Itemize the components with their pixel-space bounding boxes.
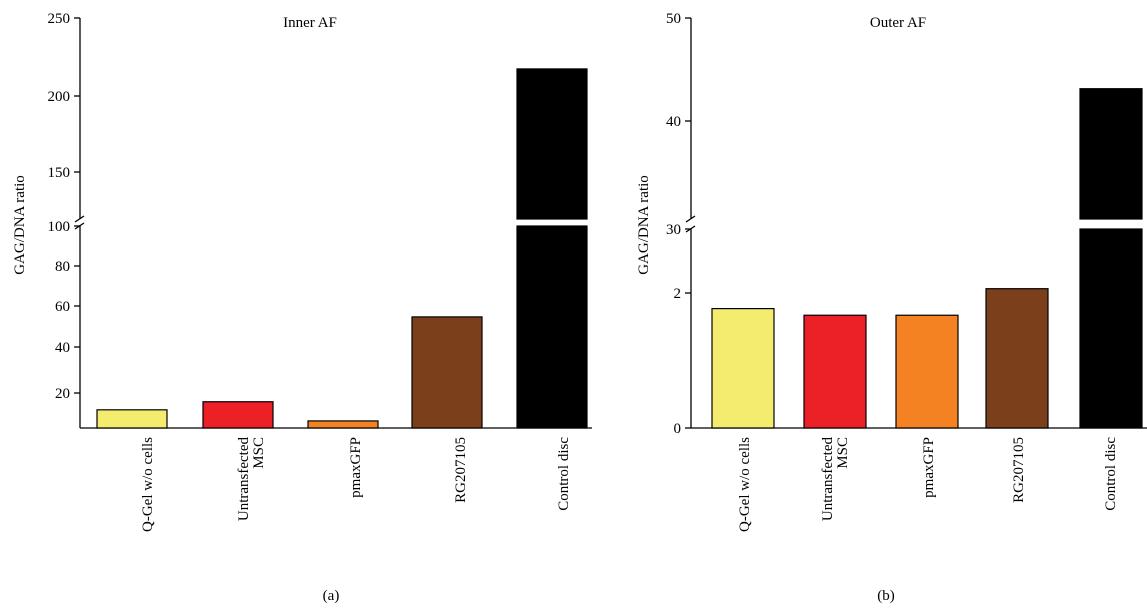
x-tick-label: Control disc: [556, 437, 572, 511]
x-tick-label: UntransfectedMSC: [236, 437, 267, 522]
chart-panel-b: Outer AF GAG/DNA ratio 0 2 30 40 50 Q-Gel w/o c…: [636, 11, 1147, 604]
x-tick-label-line: Untransfected: [236, 437, 252, 522]
bar-q-gel-w-o-cells: [711, 308, 775, 429]
x-tick-label-line: MSC: [251, 437, 267, 469]
bar-control-disc-lower: [1079, 228, 1143, 429]
chart-panel-a: Inner AF GAG/DNA ratio 20 40 60 80 100 150 200 25…: [12, 11, 592, 604]
axis-break-mark: [74, 215, 85, 223]
x-tick-label: pmaxGFP: [348, 437, 364, 498]
y-tick-label: 80: [55, 259, 70, 275]
x-tick-label: Control disc: [1103, 437, 1119, 511]
y-tick-label: 40: [666, 114, 681, 130]
bar-pmaxgfp: [307, 420, 379, 429]
bar-rg207105: [985, 288, 1049, 429]
y-tick-label: 20: [55, 386, 70, 402]
y-tick-label: 40: [55, 340, 70, 356]
x-tick-label-line: Untransfected: [820, 437, 836, 522]
y-axis-label: GAG/DNA ratio: [636, 175, 652, 275]
x-tick-label: Q-Gel w/o cells: [140, 437, 156, 532]
panel-label: (a): [323, 588, 340, 604]
bar-untransfected-msc: [803, 314, 867, 429]
axis-break-mark: [685, 215, 696, 223]
y-tick-label: 2: [674, 286, 682, 302]
y-tick-label: 30: [666, 222, 681, 238]
y-tick-label: 200: [48, 89, 71, 105]
x-tick-label: pmaxGFP: [921, 437, 937, 498]
y-tick-label: 250: [48, 11, 71, 27]
x-tick-label: Q-Gel w/o cells: [737, 437, 753, 532]
bar-q-gel-w-o-cells: [96, 409, 168, 429]
x-tick-label: UntransfectedMSC: [820, 437, 851, 522]
chart-title: Inner AF: [283, 15, 337, 31]
bar-untransfected-msc: [202, 401, 274, 429]
x-tick-label: RG207105: [453, 437, 469, 503]
y-tick-label: 50: [666, 11, 681, 27]
y-tick-label: 150: [48, 165, 71, 181]
y-tick-label: 0: [674, 421, 682, 437]
y-axis-label: GAG/DNA ratio: [12, 175, 28, 275]
panel-label: (b): [877, 588, 895, 604]
y-tick-label: 60: [55, 299, 70, 315]
x-tick-label: RG207105: [1011, 437, 1027, 503]
chart-title: Outer AF: [870, 15, 926, 31]
y-tick-label: 100: [48, 219, 71, 235]
bar-control-disc-lower: [516, 225, 588, 429]
bar-control-disc-upper: [1079, 88, 1143, 220]
bar-control-disc-upper: [516, 68, 588, 220]
x-tick-label-line: MSC: [835, 437, 851, 469]
bar-pmaxgfp: [895, 314, 959, 429]
bar-rg207105: [411, 316, 483, 429]
